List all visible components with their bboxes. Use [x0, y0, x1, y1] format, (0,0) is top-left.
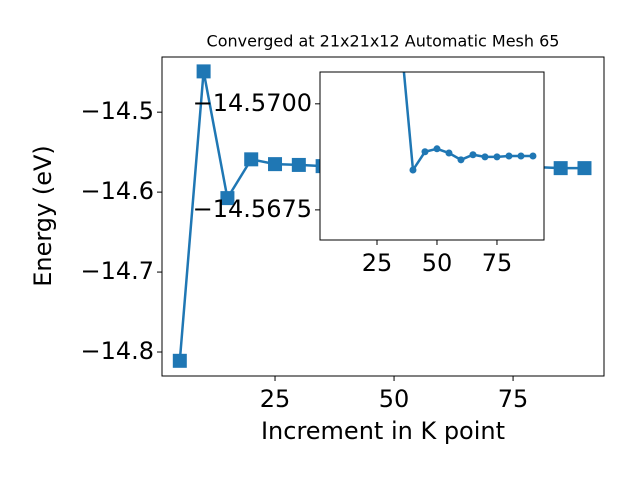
chart-title: Converged at 21x21x12 Automatic Mesh 65	[207, 32, 560, 51]
data-point	[469, 151, 477, 159]
data-point	[421, 148, 429, 156]
x-tick-label: 75	[498, 385, 529, 413]
data-point	[517, 152, 525, 160]
data-point	[505, 152, 513, 160]
data-point	[244, 152, 259, 167]
data-point	[529, 152, 537, 160]
y-tick-label: −14.8	[80, 337, 154, 365]
data-point	[433, 145, 441, 153]
data-point	[577, 161, 592, 176]
y-tick-label: −14.5	[80, 97, 154, 125]
data-point	[409, 166, 417, 174]
x-axis-label: Increment in K point	[261, 417, 505, 445]
data-point	[493, 153, 501, 161]
y-axis-label: Energy (eV)	[29, 145, 57, 287]
data-point	[481, 153, 489, 161]
data-point	[220, 191, 235, 206]
data-point	[291, 157, 306, 172]
y-tick-label: −14.7	[80, 257, 154, 285]
x-tick-label: 50	[422, 249, 453, 277]
y-tick-label: −14.5700	[193, 89, 312, 117]
data-point	[553, 161, 568, 176]
axes-frame	[319, 71, 545, 241]
data-point	[196, 64, 211, 79]
y-tick-label: −14.6	[80, 177, 154, 205]
data-point	[268, 157, 283, 172]
data-point	[457, 156, 465, 164]
data-point	[445, 149, 453, 157]
x-tick-label: 25	[362, 249, 393, 277]
x-tick-label: 25	[260, 385, 291, 413]
x-tick-label: 50	[379, 385, 410, 413]
plot-area	[402, 72, 537, 174]
x-tick-label: 75	[482, 249, 513, 277]
y-tick-label: −14.5675	[193, 195, 312, 223]
axes-frame	[161, 56, 605, 377]
data-point	[172, 353, 187, 368]
